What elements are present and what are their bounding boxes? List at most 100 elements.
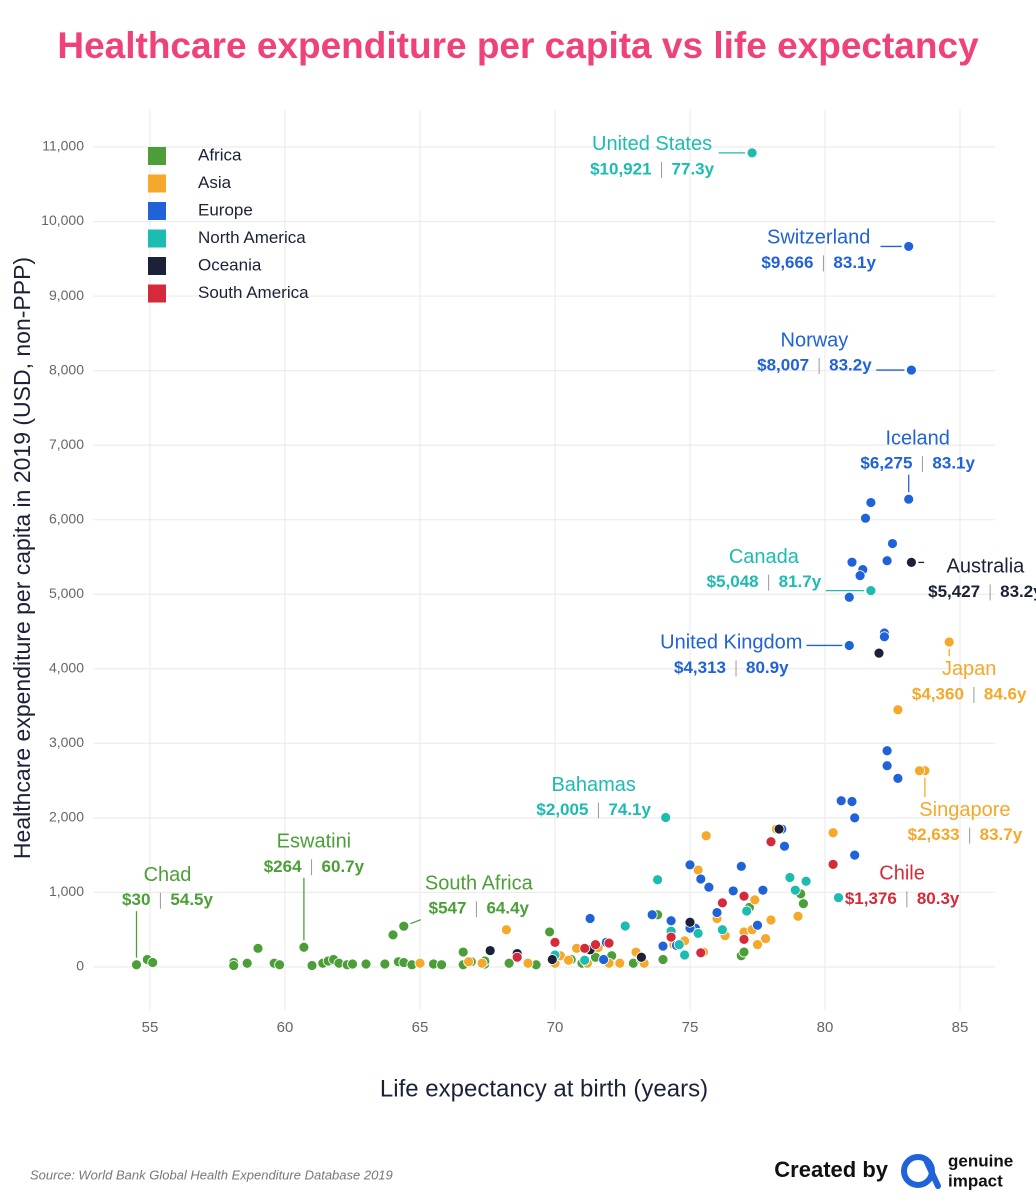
annotation-value: $2,633 xyxy=(908,825,960,844)
data-point xyxy=(484,945,496,956)
chart-title: Healthcare expenditure per capita vs lif… xyxy=(57,25,979,66)
point-annotation: Chad $30 54.5y xyxy=(122,864,214,958)
annotation-value: $1,376 xyxy=(845,889,897,908)
annotation-x-value: 81.7y xyxy=(779,572,822,591)
data-point xyxy=(879,631,890,643)
point-annotation: Canada $5,048 81.7y xyxy=(707,546,864,592)
annotation-value: $9,666 xyxy=(761,253,813,272)
point-annotation: Iceland $6,275 83.1y xyxy=(860,427,976,493)
data-point xyxy=(414,957,426,969)
data-point xyxy=(849,849,861,861)
point-annotation: United States $10,921 77.3y xyxy=(590,133,746,178)
legend-label: North America xyxy=(198,228,306,247)
annotation-name: United Kingdom xyxy=(660,632,802,654)
data-point xyxy=(800,875,812,887)
annotation-x-value: 83.7y xyxy=(980,825,1023,844)
point-annotation: Singapore $2,633 83.7y xyxy=(908,777,1023,844)
legend-swatch xyxy=(148,229,166,248)
source-note: Source: World Bank Global Health Expendi… xyxy=(30,1167,393,1182)
data-point xyxy=(765,914,777,926)
data-point xyxy=(717,924,728,936)
data-point xyxy=(665,915,677,927)
logo-icon-tail xyxy=(923,1157,941,1189)
annotation-value: $5,427 xyxy=(928,582,980,601)
x-tick-label: 60 xyxy=(277,1019,294,1036)
data-point xyxy=(436,959,448,971)
data-point xyxy=(906,557,917,568)
annotation-x-value: 64.4y xyxy=(486,899,529,918)
y-tick-label: 1,000 xyxy=(49,883,84,899)
data-point xyxy=(457,946,469,958)
data-point xyxy=(717,897,728,909)
annotation-x-value: 84.6y xyxy=(984,684,1027,703)
annotation-value: $5,048 xyxy=(707,572,759,591)
data-point xyxy=(846,556,858,568)
data-point xyxy=(476,957,488,969)
annotation-name: Japan xyxy=(942,658,997,680)
legend-swatch xyxy=(148,202,166,220)
annotation-x-value: 83.2y xyxy=(829,356,872,375)
data-point xyxy=(873,647,885,659)
annotation-x-value: 83.2y xyxy=(1000,582,1036,601)
legend-label: Africa xyxy=(198,145,242,164)
legend-label: Oceania xyxy=(198,255,262,274)
annotation-x-value: 83.1y xyxy=(932,454,975,473)
data-point xyxy=(660,812,672,823)
data-point xyxy=(636,951,647,963)
legend-swatch xyxy=(148,174,166,193)
annotation-x-value: 80.3y xyxy=(917,889,960,908)
data-point xyxy=(546,954,558,965)
y-tick-label: 3,000 xyxy=(49,734,84,750)
data-point xyxy=(738,933,750,945)
data-point xyxy=(843,591,855,603)
data-point xyxy=(892,704,904,716)
data-point xyxy=(827,827,839,839)
data-point xyxy=(695,873,707,885)
point-annotation: Norway $8,007 83.2y xyxy=(757,329,905,375)
data-point xyxy=(147,957,159,968)
data-point xyxy=(943,636,955,648)
annotation-value: $30 xyxy=(122,890,150,909)
data-point xyxy=(865,497,877,508)
data-point xyxy=(387,929,399,941)
legend-swatch xyxy=(148,284,166,303)
data-point xyxy=(522,957,534,969)
data-point xyxy=(241,957,253,969)
data-point xyxy=(757,884,769,896)
annotation-value: $8,007 xyxy=(757,356,809,375)
annotation-name: Switzerland xyxy=(767,227,870,249)
data-point xyxy=(274,959,286,971)
data-point xyxy=(798,898,809,910)
data-point xyxy=(549,936,561,948)
data-point xyxy=(746,147,758,159)
data-point xyxy=(738,890,750,902)
data-point xyxy=(760,933,771,945)
data-point xyxy=(903,241,915,252)
data-point xyxy=(652,874,663,886)
data-point xyxy=(727,885,739,897)
data-point xyxy=(865,585,877,597)
credit-text: Created by xyxy=(774,1157,888,1182)
point-annotation: United Kingdom $4,313 80.9y xyxy=(660,632,843,677)
data-point xyxy=(906,364,917,376)
point-annotation: Bahamas $2,005 74.1y xyxy=(536,774,651,819)
data-point xyxy=(579,942,591,954)
brand-text: impact xyxy=(948,1171,1003,1190)
annotation-name: Australia xyxy=(946,556,1025,578)
y-tick-label: 5,000 xyxy=(49,585,84,601)
annotation-name: Chad xyxy=(144,864,192,886)
data-point xyxy=(511,951,523,963)
annotation-leader xyxy=(410,919,422,925)
data-point xyxy=(846,796,858,807)
data-point xyxy=(563,954,574,966)
data-point xyxy=(579,954,591,966)
annotation-name: Iceland xyxy=(885,427,950,449)
data-point xyxy=(598,954,609,965)
y-tick-label: 7,000 xyxy=(49,436,84,452)
data-point xyxy=(903,493,915,505)
annotation-name: South Africa xyxy=(425,872,534,894)
x-axis-title: Life expectancy at birth (years) xyxy=(380,1075,708,1102)
annotation-x-value: 74.1y xyxy=(608,800,651,819)
